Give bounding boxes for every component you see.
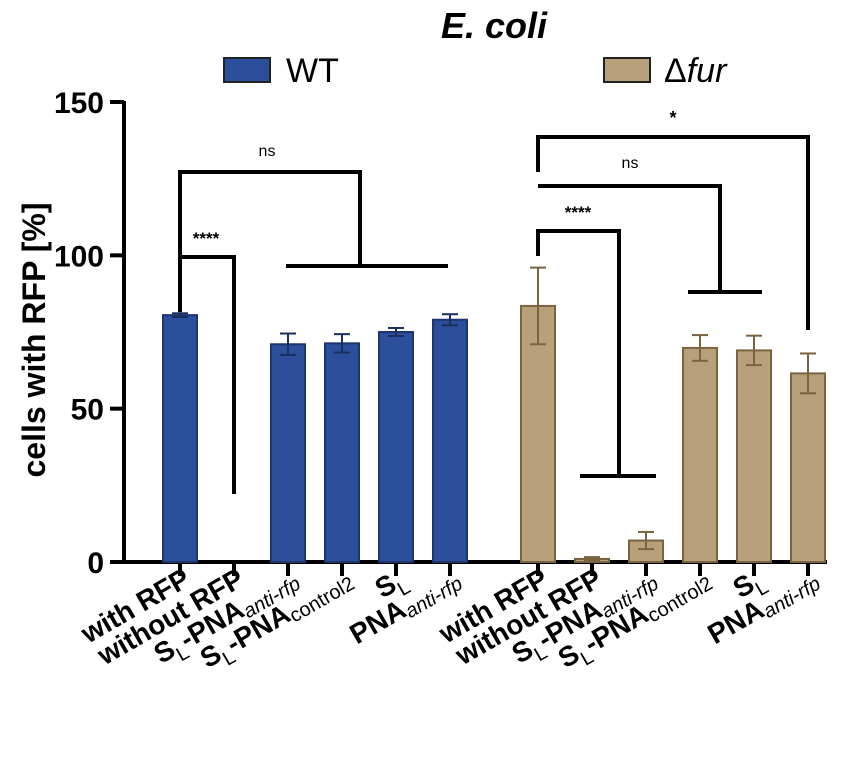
legend-swatch [223,57,271,83]
y-axis-label: cells with RFP [%] [16,202,52,477]
bars [162,266,826,564]
bar [682,346,718,563]
significance-bracket [178,170,362,313]
significance-label: **** [193,229,220,248]
bar [378,331,414,563]
significance-bracket [536,229,621,476]
significance-annotations: ns*****ns**** [178,108,810,494]
x-tick-label: PNAanti-rfp [702,562,824,652]
legend-swatch [603,57,651,83]
y-tick-label: 0 [87,547,104,580]
y-tick-label: 150 [54,87,104,120]
chart-title: E. coli [441,5,548,46]
significance-bracket [538,184,722,292]
bar [736,349,772,563]
y-tick-label: 50 [71,394,104,427]
legend: WT Δfur [223,52,728,90]
bar [432,318,468,563]
significance-label: **** [565,203,592,222]
legend-label: Δfur [664,52,728,90]
significance-label: * [669,108,676,128]
bar [520,304,556,563]
bar [324,342,360,564]
bar [162,314,198,563]
significance-bracket [180,255,236,494]
bar [790,372,826,563]
legend-label: WT [286,52,339,90]
significance-label: ns [259,143,276,160]
significance-bracket [536,135,810,330]
significance-label: ns [622,155,639,172]
y-tick-label: 100 [54,240,104,273]
bar [270,343,306,563]
